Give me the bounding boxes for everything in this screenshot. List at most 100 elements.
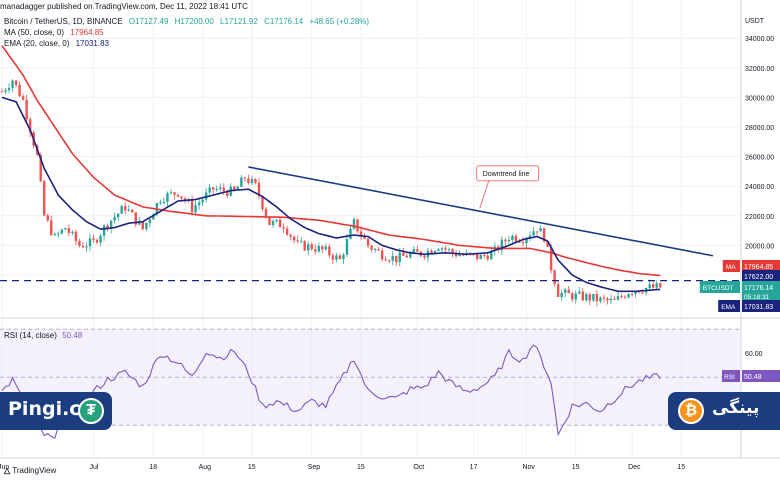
candle-body: [173, 192, 176, 195]
ohlc-close: C17176.14: [264, 17, 304, 26]
candle-body: [380, 250, 384, 260]
candle-body: [257, 182, 261, 197]
time-tick-label: 15: [677, 464, 685, 471]
ema-price-tag-box: [742, 300, 780, 312]
candle-body: [652, 284, 655, 288]
candle-body: [384, 259, 387, 261]
btc-price-tag-tag: [699, 281, 740, 293]
symbol-legend[interactable]: Bitcoin / TetherUS, 1D, BINANCE O17127.4…: [4, 17, 373, 27]
candle-body: [609, 298, 613, 301]
tradingview-brand[interactable]: △ TradingView: [4, 466, 56, 475]
candle-body: [588, 294, 592, 301]
btc-price-tag-timer: 05:18:31: [744, 294, 770, 301]
downtrend-callout-box: [476, 165, 540, 182]
candle-body: [85, 246, 88, 248]
candle-body: [11, 80, 14, 88]
candle-body: [430, 250, 433, 254]
candle-body: [102, 225, 106, 236]
ema-legend[interactable]: EMA (20, close, 0) 17031.83: [4, 39, 113, 49]
candle-body: [585, 294, 588, 301]
price-tick-label: 34000.00: [745, 36, 774, 43]
price-tick-label: 24000.00: [745, 184, 774, 191]
candle-body: [595, 294, 599, 302]
candle-body: [571, 293, 574, 300]
ma-price-tag-tag: [722, 260, 740, 272]
time-tick-label: 15: [248, 464, 256, 471]
price-tick-label: 28000.00: [745, 125, 774, 132]
candle-body: [345, 239, 349, 255]
time-tick-label: Sep: [308, 464, 321, 471]
candle-body: [18, 84, 21, 97]
candle-body: [331, 255, 335, 260]
candle-body: [71, 231, 74, 233]
ma50-line: [1, 45, 661, 277]
candle-body: [342, 254, 345, 260]
ma-price-tag-box: [742, 260, 780, 272]
candle-body: [490, 250, 493, 260]
candle-body: [599, 297, 602, 302]
candle-body: [405, 255, 408, 258]
ema-price-tag-value: 17031.83: [744, 304, 773, 311]
candle-body: [25, 99, 28, 120]
btc-price-tag-tag-text: BTCUSDT: [703, 285, 734, 292]
candle-body: [219, 187, 222, 190]
candle-body: [60, 229, 64, 234]
candle-body: [479, 254, 482, 260]
candle-body: [141, 221, 144, 230]
candle-body: [560, 292, 563, 297]
candle-body: [247, 178, 250, 184]
rsi-value: 50.48: [62, 331, 83, 340]
ma-legend[interactable]: MA (50, close, 0) 17964.85: [4, 28, 108, 38]
candle-body: [409, 252, 412, 258]
candle-body: [169, 192, 173, 194]
candle-body: [542, 228, 546, 242]
candle-body: [0, 91, 4, 93]
btc-price-tag-value: 17176.14: [744, 285, 773, 292]
candle-body: [641, 292, 644, 294]
candle-body: [391, 255, 394, 261]
ema-label: EMA (20, close, 0): [4, 39, 70, 48]
candle-body: [254, 179, 257, 183]
candle-body: [120, 206, 123, 214]
candle-body: [50, 220, 53, 235]
candle-body: [138, 221, 141, 225]
candle-body: [208, 187, 211, 193]
candle-body: [377, 249, 380, 251]
support-price-tag-box: [742, 270, 780, 282]
downtrend-line: [248, 166, 714, 257]
rsi-legend[interactable]: RSI (14, close) 50.48: [4, 331, 82, 340]
time-tick-label: Jul: [90, 464, 99, 471]
time-tick-label: Aug: [199, 464, 212, 471]
candle-body: [282, 227, 285, 229]
candle-body: [278, 219, 282, 228]
candle-body: [296, 240, 299, 242]
candle-body: [39, 154, 42, 182]
candle-body: [616, 296, 620, 300]
candle-body: [514, 235, 518, 242]
candle-body: [243, 177, 247, 179]
candle-body: [289, 234, 292, 237]
candle-body: [535, 231, 539, 233]
time-tick-label: 15: [357, 464, 365, 471]
candle-body: [349, 228, 352, 240]
candle-body: [444, 248, 447, 250]
candle-body: [113, 217, 116, 221]
candle-body: [373, 249, 377, 251]
published-text: manadagger published on TradingView.com,…: [0, 2, 248, 11]
candle-body: [486, 255, 489, 260]
candle-body: [303, 241, 306, 251]
time-tick-label: Nov: [522, 464, 535, 471]
candle-body: [57, 233, 60, 235]
candle-body: [285, 228, 289, 235]
candle-body: [592, 294, 595, 301]
pingi-logo-text: Pingi.co: [8, 398, 94, 420]
ohlc-high: H17200.00: [174, 17, 214, 26]
candle-body: [613, 298, 616, 300]
ohlc-change: +48.65 (+0.28%): [309, 17, 370, 26]
candle-body: [197, 202, 201, 206]
candle-body: [338, 255, 342, 260]
candle-body: [630, 293, 634, 295]
candle-body: [215, 189, 218, 191]
candle-body: [556, 284, 560, 297]
